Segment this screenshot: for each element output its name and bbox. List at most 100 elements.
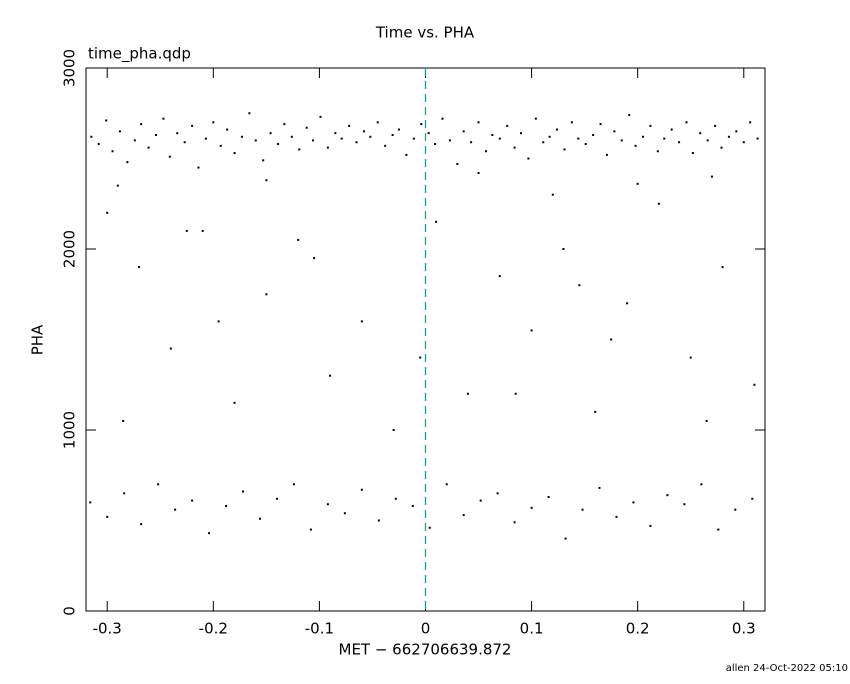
point	[657, 202, 660, 205]
point	[348, 124, 351, 127]
point	[626, 302, 629, 305]
point	[90, 135, 93, 138]
point	[434, 143, 437, 146]
point	[329, 374, 332, 377]
point	[632, 501, 635, 504]
point	[484, 150, 487, 153]
point	[699, 132, 702, 135]
point	[191, 124, 194, 127]
point	[122, 419, 125, 422]
point	[735, 130, 738, 133]
point	[312, 139, 315, 142]
point	[641, 135, 644, 138]
point	[551, 193, 554, 196]
point	[391, 133, 394, 136]
point	[106, 515, 109, 518]
point	[89, 501, 92, 504]
point	[663, 137, 666, 140]
x-tick-label: 0.2	[626, 620, 650, 638]
point	[343, 512, 346, 515]
y-tick-label: 2000	[61, 230, 79, 268]
point	[116, 184, 119, 187]
point	[742, 141, 745, 144]
point	[262, 159, 265, 162]
point	[233, 152, 236, 155]
point	[477, 171, 480, 174]
point	[97, 143, 100, 146]
point	[269, 132, 272, 135]
point	[233, 401, 236, 404]
point	[297, 238, 300, 241]
x-tick-label: 0.3	[732, 620, 756, 638]
y-tick-label: 1000	[61, 411, 79, 449]
point	[530, 329, 533, 332]
point	[556, 128, 559, 131]
point	[240, 135, 243, 138]
point	[157, 483, 160, 486]
point	[547, 495, 550, 498]
point	[448, 139, 451, 142]
point	[360, 320, 363, 323]
point	[470, 141, 473, 144]
point	[577, 137, 580, 140]
point	[106, 211, 109, 214]
point	[355, 141, 358, 144]
point	[217, 320, 220, 323]
point	[514, 392, 517, 395]
y-tick-label: 0	[61, 606, 79, 616]
point	[700, 483, 703, 486]
point	[201, 229, 204, 232]
point	[397, 128, 400, 131]
point	[169, 347, 172, 350]
point	[634, 144, 637, 147]
point	[140, 123, 143, 126]
point	[138, 266, 141, 269]
point	[564, 537, 567, 540]
point	[292, 483, 295, 486]
point	[498, 275, 501, 278]
point	[105, 119, 108, 122]
point	[248, 112, 251, 115]
x-tick-label: 0	[421, 620, 431, 638]
x-tick-label: -0.1	[305, 620, 334, 638]
point	[756, 137, 759, 140]
point	[721, 266, 724, 269]
point	[254, 139, 257, 142]
point	[548, 135, 551, 138]
point	[435, 220, 438, 223]
point	[133, 139, 136, 142]
point	[706, 139, 709, 142]
point	[749, 121, 752, 124]
point	[513, 521, 516, 524]
point	[118, 130, 121, 133]
point	[369, 135, 372, 138]
x-axis-label: MET − 662706639.872	[339, 641, 512, 659]
point	[319, 115, 322, 118]
point	[605, 153, 608, 156]
point	[140, 523, 143, 526]
point	[613, 130, 616, 133]
point	[479, 499, 482, 502]
point	[411, 505, 414, 508]
point	[496, 492, 499, 495]
point	[456, 162, 459, 165]
point	[168, 155, 171, 158]
point	[360, 488, 363, 491]
point	[530, 506, 533, 509]
point	[441, 117, 444, 120]
point	[598, 486, 601, 489]
point	[685, 121, 688, 124]
point	[405, 153, 408, 156]
point	[147, 146, 150, 149]
point	[720, 146, 723, 149]
point	[313, 257, 316, 260]
point	[208, 532, 211, 535]
point	[265, 179, 268, 182]
point	[592, 133, 595, 136]
point	[594, 410, 597, 413]
point	[534, 117, 537, 120]
point	[275, 497, 278, 500]
point	[466, 392, 469, 395]
point	[162, 117, 165, 120]
point	[309, 528, 312, 531]
